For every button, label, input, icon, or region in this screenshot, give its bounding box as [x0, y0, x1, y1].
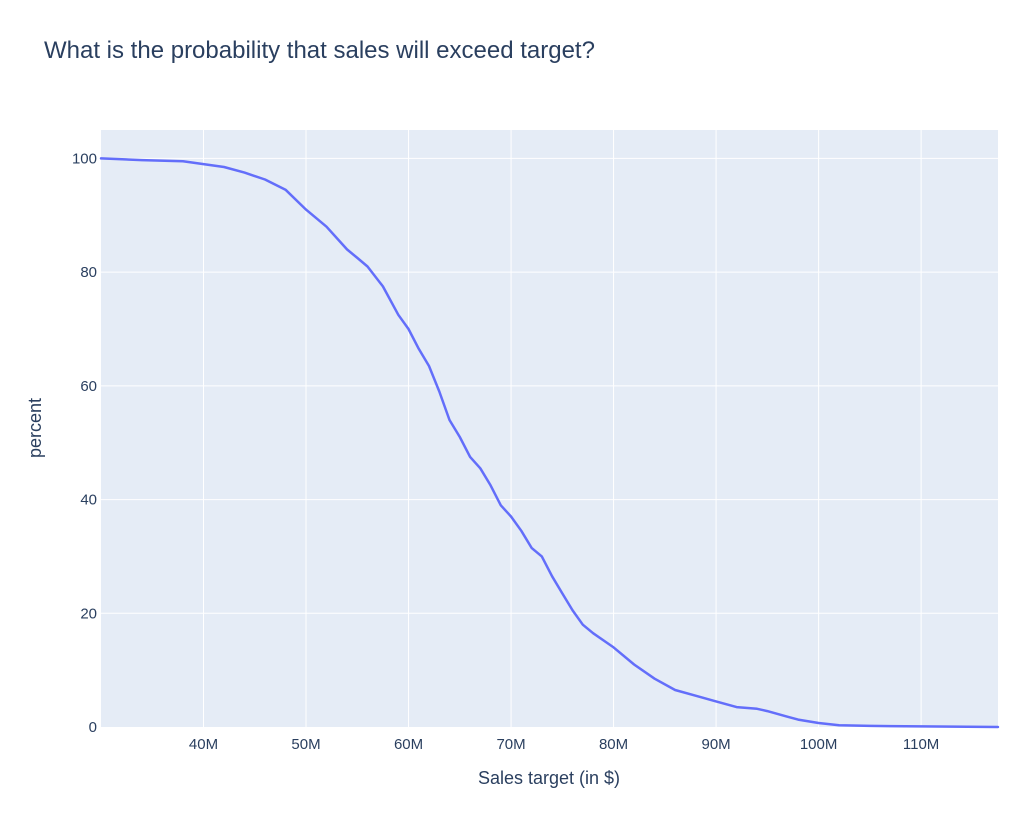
x-axis-title: Sales target (in $) — [478, 768, 620, 788]
x-tick-label: 40M — [189, 736, 218, 753]
series-line — [99, 157, 1000, 729]
x-tick-label: 80M — [599, 736, 628, 753]
y-tick-label: 40 — [80, 492, 97, 509]
x-tick-label: 90M — [701, 736, 730, 753]
chart-title: What is the probability that sales will … — [44, 37, 595, 64]
y-tick-label: 100 — [72, 150, 97, 167]
series-layer — [99, 157, 1000, 729]
x-axis: 40M 50M 60M 70M 80M 90M 100M 110M — [189, 736, 939, 753]
x-tick-label: 60M — [394, 736, 423, 753]
gridlines — [101, 130, 998, 727]
y-tick-label: 80 — [80, 264, 97, 281]
y-tick-label: 20 — [80, 605, 97, 622]
plot-area — [101, 130, 998, 727]
x-tick-label: 50M — [291, 736, 320, 753]
y-axis-title: percent — [25, 398, 45, 458]
x-tick-label: 110M — [903, 736, 939, 753]
y-tick-label: 60 — [80, 378, 97, 395]
y-tick-label: 0 — [89, 719, 97, 736]
x-tick-label: 100M — [800, 736, 838, 753]
y-axis: 0 20 40 60 80 100 — [72, 150, 97, 736]
x-tick-label: 70M — [496, 736, 525, 753]
